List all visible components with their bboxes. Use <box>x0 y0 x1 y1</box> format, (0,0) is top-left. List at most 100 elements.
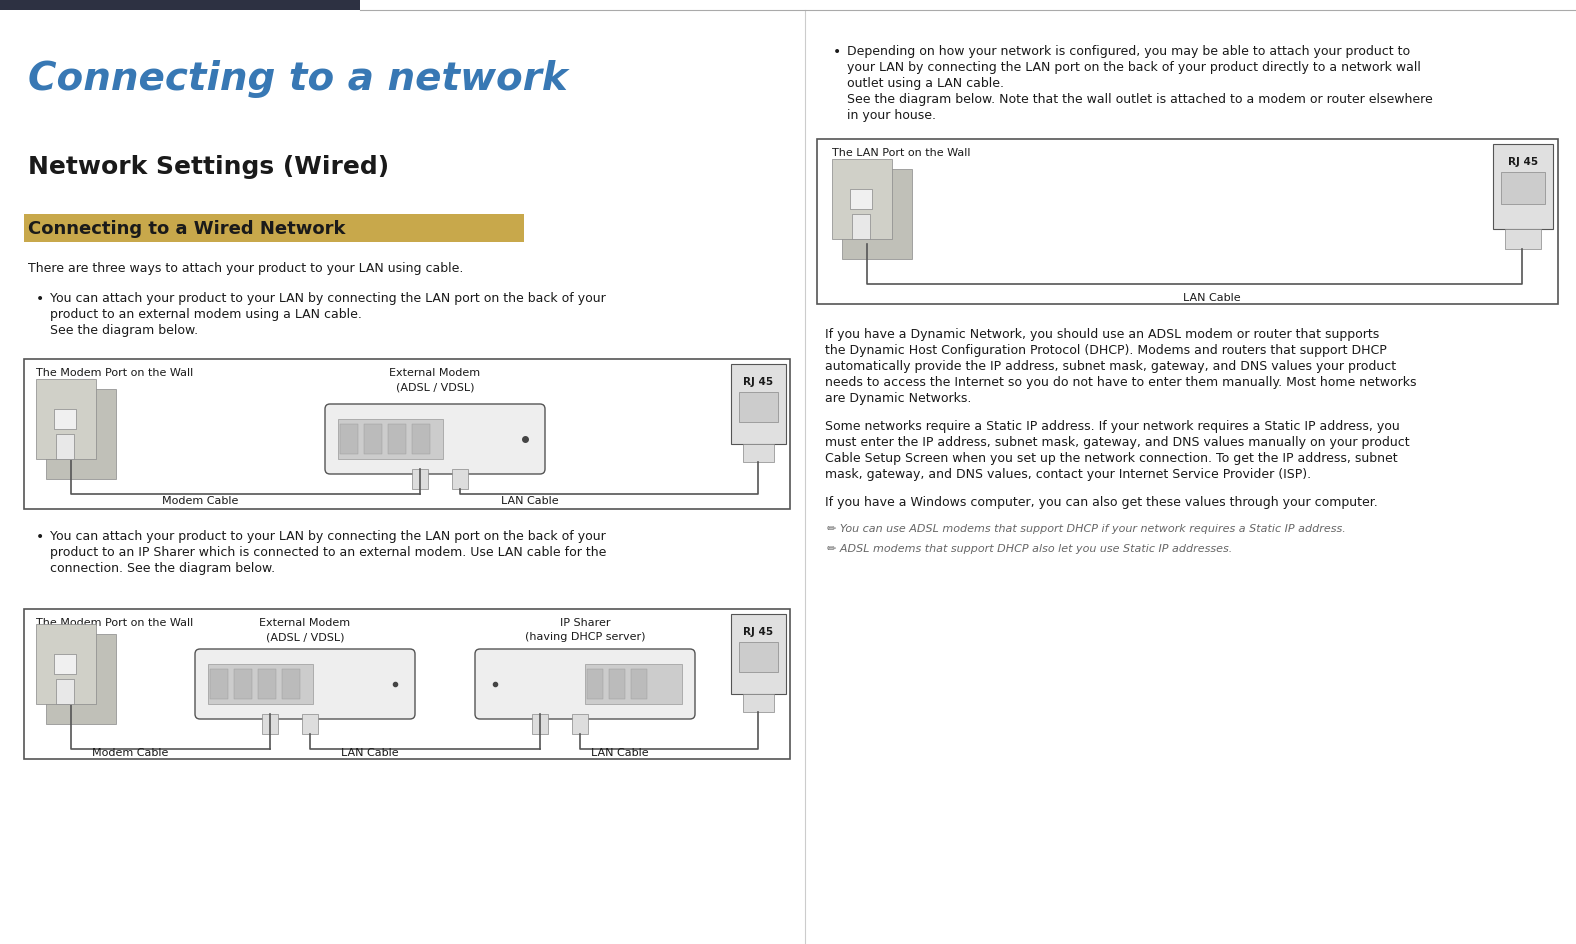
Text: LAN: LAN <box>760 617 782 628</box>
Bar <box>586 669 604 700</box>
Text: If you have a Dynamic Network, you should use an ADSL modem or router that suppo: If you have a Dynamic Network, you shoul… <box>824 328 1379 341</box>
Text: Modem Cable: Modem Cable <box>91 748 169 757</box>
Bar <box>46 390 117 480</box>
Bar <box>46 634 117 724</box>
Text: Cable Setup Screen when you set up the network connection. To get the IP address: Cable Setup Screen when you set up the n… <box>824 451 1398 464</box>
Text: The Modem Port on the Wall: The Modem Port on the Wall <box>36 367 194 378</box>
Bar <box>233 669 252 700</box>
Bar <box>739 642 779 672</box>
Bar <box>630 669 648 700</box>
Bar <box>411 425 430 454</box>
Text: The LAN Port on the Wall: The LAN Port on the Wall <box>832 148 971 158</box>
Text: LAN: LAN <box>760 367 782 378</box>
Text: Connecting to a network: Connecting to a network <box>28 59 567 98</box>
Bar <box>853 215 870 240</box>
Bar <box>24 360 790 510</box>
Text: Network Settings (Wired): Network Settings (Wired) <box>28 155 389 178</box>
Text: Depending on how your network is configured, you may be able to attach your prod: Depending on how your network is configu… <box>846 45 1411 58</box>
FancyBboxPatch shape <box>195 649 414 719</box>
Text: If you have a Windows computer, you can also get these values through your compu: If you have a Windows computer, you can … <box>824 496 1377 509</box>
Bar <box>262 715 277 734</box>
Bar <box>1492 144 1552 229</box>
Bar <box>282 669 299 700</box>
Bar <box>1505 229 1541 250</box>
Bar <box>337 419 443 460</box>
Text: There are three ways to attach your product to your LAN using cable.: There are three ways to attach your prod… <box>28 261 463 275</box>
Bar <box>731 615 786 694</box>
Text: (ADSL / VDSL): (ADSL / VDSL) <box>396 381 474 392</box>
Text: your LAN by connecting the LAN port on the back of your product directly to a ne: your LAN by connecting the LAN port on t… <box>846 61 1422 74</box>
Text: LAN Cable: LAN Cable <box>340 748 399 757</box>
Text: •: • <box>834 45 842 59</box>
Bar <box>533 715 548 734</box>
Text: in your house.: in your house. <box>846 109 936 122</box>
Bar <box>24 610 790 759</box>
Bar <box>364 425 381 454</box>
Text: RJ 45: RJ 45 <box>744 377 774 387</box>
Text: LAN Cable: LAN Cable <box>501 496 559 505</box>
Text: are Dynamic Networks.: are Dynamic Networks. <box>824 392 971 405</box>
Text: External Modem: External Modem <box>389 367 481 378</box>
Text: See the diagram below.: See the diagram below. <box>50 324 199 337</box>
Text: ✏ You can use ADSL modems that support DHCP if your network requires a Static IP: ✏ You can use ADSL modems that support D… <box>827 523 1346 533</box>
Bar <box>411 469 429 490</box>
Text: RJ 45: RJ 45 <box>1508 157 1538 167</box>
Bar <box>340 425 358 454</box>
Bar <box>303 715 318 734</box>
Bar <box>739 393 779 423</box>
Text: IP Sharer: IP Sharer <box>559 617 610 628</box>
Bar <box>210 669 229 700</box>
Bar <box>24 215 523 243</box>
Bar <box>54 410 76 430</box>
Text: (ADSL / VDSL): (ADSL / VDSL) <box>266 632 344 641</box>
Text: Connecting to a Wired Network: Connecting to a Wired Network <box>28 220 345 238</box>
Bar <box>608 669 626 700</box>
Text: •: • <box>36 530 44 544</box>
Text: must enter the IP address, subnet mask, gateway, and DNS values manually on your: must enter the IP address, subnet mask, … <box>824 435 1409 448</box>
Text: See the diagram below. Note that the wall outlet is attached to a modem or route: See the diagram below. Note that the wal… <box>846 93 1433 106</box>
Bar <box>832 160 892 240</box>
Text: the Dynamic Host Configuration Protocol (DHCP). Modems and routers that support : the Dynamic Host Configuration Protocol … <box>824 344 1387 357</box>
FancyBboxPatch shape <box>474 649 695 719</box>
Bar <box>0 0 359 11</box>
Bar <box>57 680 74 704</box>
Text: product to an external modem using a LAN cable.: product to an external modem using a LAN… <box>50 308 362 321</box>
Text: product to an IP Sharer which is connected to an external modem. Use LAN cable f: product to an IP Sharer which is connect… <box>50 546 607 559</box>
Text: Some networks require a Static IP address. If your network requires a Static IP : Some networks require a Static IP addres… <box>824 419 1399 432</box>
FancyBboxPatch shape <box>325 405 545 475</box>
Bar <box>816 140 1559 305</box>
Bar <box>731 364 786 445</box>
Text: needs to access the Internet so you do not have to enter them manually. Most hom: needs to access the Internet so you do n… <box>824 376 1417 389</box>
Text: You can attach your product to your LAN by connecting the LAN port on the back o: You can attach your product to your LAN … <box>50 292 605 305</box>
Bar <box>572 715 588 734</box>
Bar <box>585 665 682 704</box>
Bar <box>36 379 96 460</box>
Bar <box>742 694 774 712</box>
Text: RJ 45: RJ 45 <box>744 626 774 636</box>
Bar <box>388 425 407 454</box>
Text: You can attach your product to your LAN by connecting the LAN port on the back o: You can attach your product to your LAN … <box>50 530 605 543</box>
Text: External Modem: External Modem <box>260 617 350 628</box>
Bar <box>452 469 468 490</box>
Bar <box>208 665 314 704</box>
Text: (having DHCP server): (having DHCP server) <box>525 632 645 641</box>
Text: The Modem Port on the Wall: The Modem Port on the Wall <box>36 617 194 628</box>
Bar <box>57 434 74 460</box>
Text: Modem Cable: Modem Cable <box>162 496 238 505</box>
Bar <box>1500 173 1544 205</box>
Text: LAN Cable: LAN Cable <box>1184 293 1240 303</box>
Text: •: • <box>36 292 44 306</box>
Text: LAN Cable: LAN Cable <box>591 748 649 757</box>
Bar <box>36 624 96 704</box>
Text: ✏ ADSL modems that support DHCP also let you use Static IP addresses.: ✏ ADSL modems that support DHCP also let… <box>827 544 1232 553</box>
Bar <box>742 445 774 463</box>
Text: mask, gateway, and DNS values, contact your Internet Service Provider (ISP).: mask, gateway, and DNS values, contact y… <box>824 467 1311 480</box>
Text: connection. See the diagram below.: connection. See the diagram below. <box>50 562 276 574</box>
Text: LAN: LAN <box>1527 148 1551 158</box>
Bar <box>54 654 76 674</box>
Bar <box>258 669 276 700</box>
Text: outlet using a LAN cable.: outlet using a LAN cable. <box>846 76 1004 90</box>
Bar <box>842 170 913 260</box>
Text: automatically provide the IP address, subnet mask, gateway, and DNS values your : automatically provide the IP address, su… <box>824 360 1396 373</box>
Bar <box>849 190 872 210</box>
